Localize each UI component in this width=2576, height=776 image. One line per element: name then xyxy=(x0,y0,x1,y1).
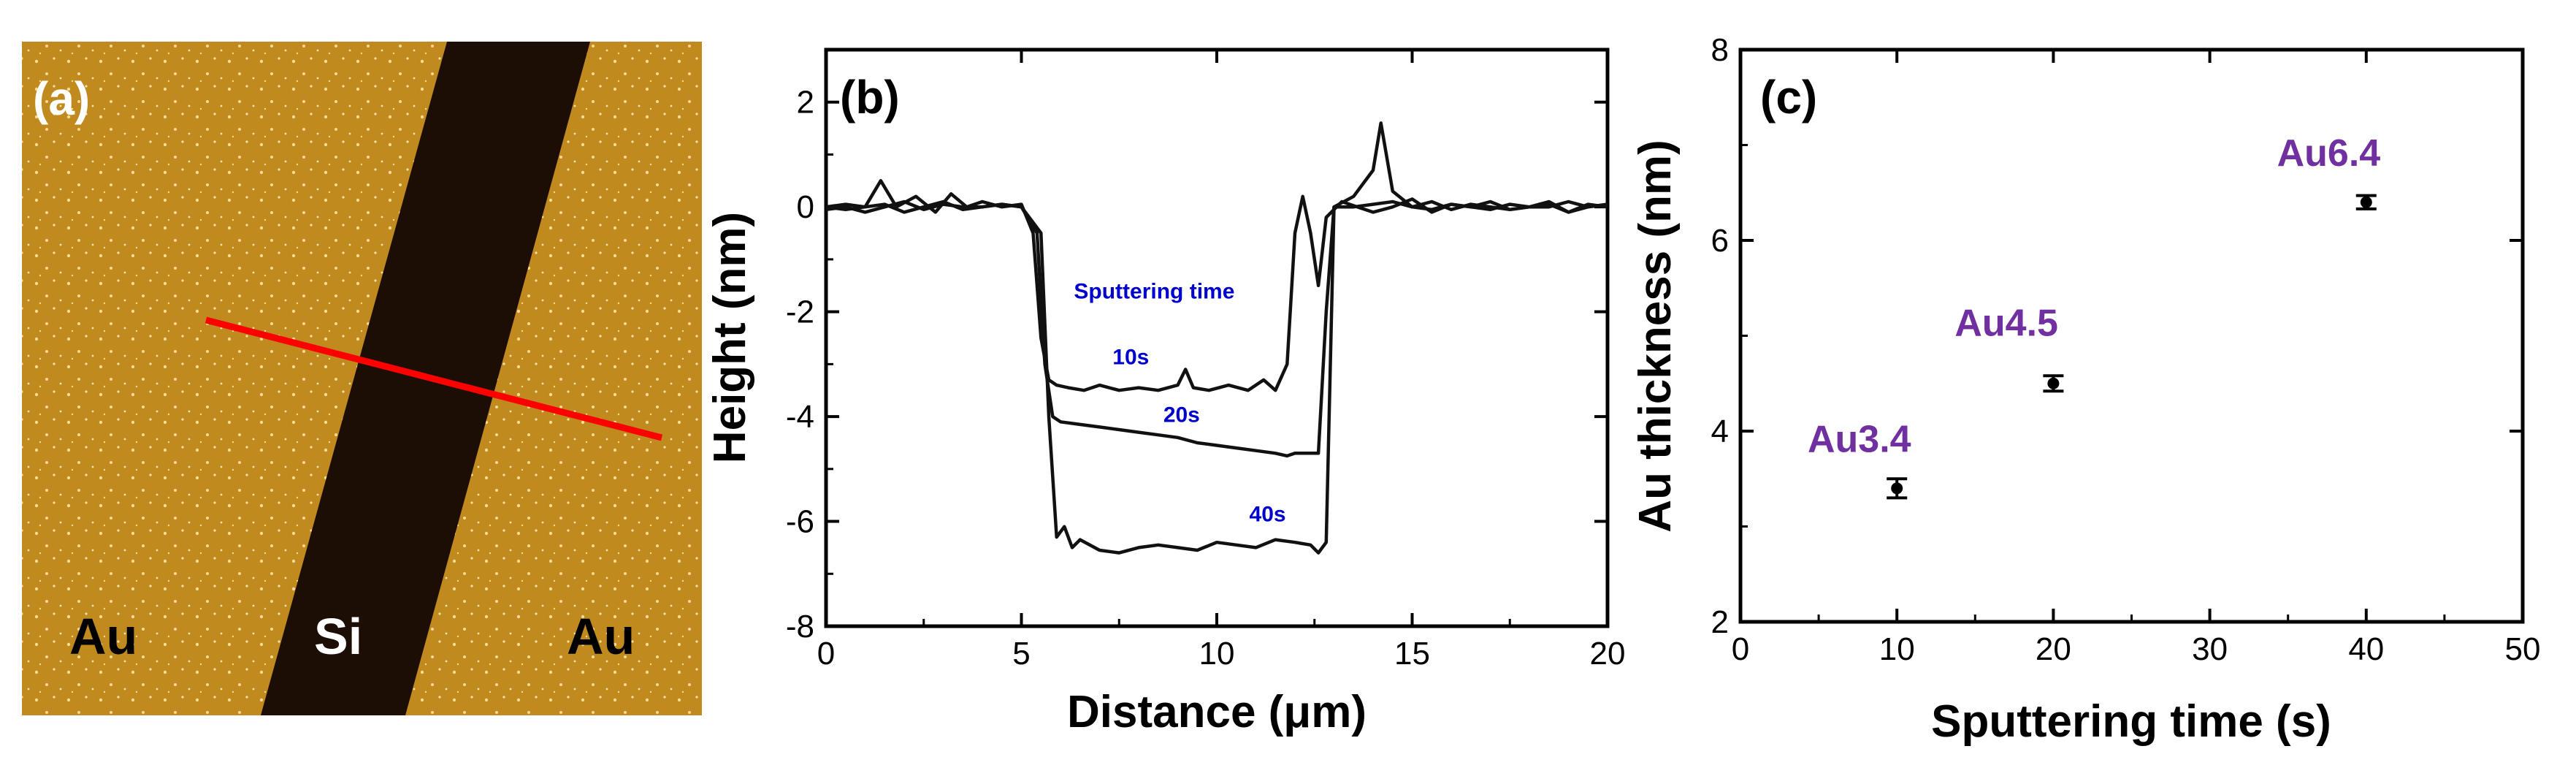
c-xtick-label: 50 xyxy=(2505,631,2541,667)
y-axis-title-c: Au thickness (nm) xyxy=(1630,140,1681,532)
x-axis-title-c: Sputtering time (s) xyxy=(1931,696,2331,747)
plot-frame-c xyxy=(1738,47,2525,624)
b-xtick-label: 10 xyxy=(1199,636,1235,672)
point-label: Au6.4 xyxy=(2277,132,2381,175)
point-label: Au4.5 xyxy=(1954,303,2058,345)
b-xtick-label: 15 xyxy=(1394,636,1430,672)
c-xtick-label: 10 xyxy=(1879,631,1915,667)
axis-ticks-c: 0 10 20 30 40 50 2 4 6 8 xyxy=(1711,32,2541,667)
x-axis-title-b: Distance (μm) xyxy=(1067,687,1367,737)
panel-a-label: (a) xyxy=(33,72,90,125)
material-label-si: Si xyxy=(314,608,362,665)
panel-c: 0 10 20 30 40 50 2 4 6 8 Au3.4 Au4.5 Au6.4 (c) Sput… xyxy=(1630,32,2540,747)
profile-series-40s xyxy=(825,199,1608,555)
b-xtick-label: 5 xyxy=(1012,636,1030,672)
b-ytick-label: -6 xyxy=(786,504,814,540)
data-point xyxy=(2047,377,2060,389)
series-label-20s: 20s xyxy=(1163,403,1200,427)
c-xtick-label: 30 xyxy=(2192,631,2228,667)
material-label-au-right: Au xyxy=(567,608,635,665)
point-label: Au3.4 xyxy=(1808,419,1911,461)
panel-b-label: (b) xyxy=(840,71,900,123)
panel-b: 0 5 10 15 20 -8 -6 -4 -2 0 2 10s 20s 40s (b) Sputter… xyxy=(705,47,1626,737)
c-xtick-label: 0 xyxy=(1732,631,1749,667)
material-label-au-left: Au xyxy=(69,608,137,665)
b-ytick-label: -4 xyxy=(786,399,814,435)
c-xtick-label: 20 xyxy=(2036,631,2071,667)
b-xtick-label: 0 xyxy=(817,636,835,672)
data-point xyxy=(1891,482,1903,495)
b-xtick-label: 20 xyxy=(1590,636,1626,672)
panel-a: (a) Au Si Au xyxy=(22,42,702,715)
c-xtick-label: 40 xyxy=(2348,631,2384,667)
c-ytick-label: 4 xyxy=(1711,414,1729,449)
profile-line xyxy=(205,316,663,441)
panel-c-label: (c) xyxy=(1760,71,1817,123)
series-label-40s: 40s xyxy=(1250,503,1286,527)
b-ytick-label: 2 xyxy=(797,85,814,121)
c-ytick-label: 2 xyxy=(1711,604,1729,640)
c-ytick-label: 6 xyxy=(1711,223,1729,259)
profile-lines: 10s 20s 40s xyxy=(825,121,1608,555)
sputtering-time-annotation: Sputtering time xyxy=(1074,280,1234,304)
b-ytick-label: -2 xyxy=(786,294,814,330)
series-label-10s: 10s xyxy=(1112,345,1149,369)
thickness-points: Au3.4 Au4.5 Au6.4 xyxy=(1808,132,2381,500)
plot-frame-b xyxy=(824,47,1610,628)
b-ytick-label: 0 xyxy=(797,189,814,225)
axis-ticks-b: 0 5 10 15 20 -8 -6 -4 -2 0 2 xyxy=(786,50,1626,672)
b-ytick-label: -8 xyxy=(786,609,814,644)
y-axis-title-b: Height (nm) xyxy=(705,212,755,463)
data-point xyxy=(2360,196,2372,208)
c-ytick-label: 8 xyxy=(1711,32,1729,68)
